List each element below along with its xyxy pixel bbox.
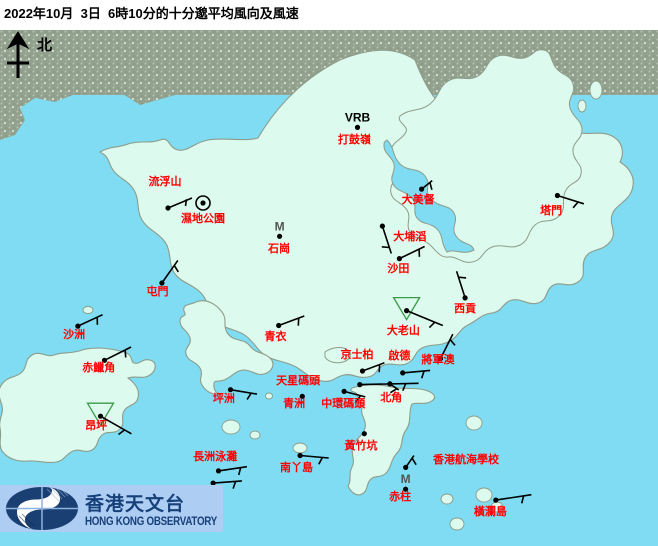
svg-text:VRB: VRB <box>345 110 371 124</box>
svg-text:濕地公園: 濕地公園 <box>181 211 225 225</box>
svg-text:啟德: 啟德 <box>388 348 410 362</box>
svg-text:香港天文台: 香港天文台 <box>84 492 185 515</box>
svg-text:長洲泳灘: 長洲泳灘 <box>193 449 237 463</box>
svg-text:打鼓嶺: 打鼓嶺 <box>338 132 371 146</box>
svg-text:沙洲: 沙洲 <box>63 328 85 341</box>
svg-text:大美督: 大美督 <box>402 192 435 206</box>
svg-text:北角: 北角 <box>380 390 402 404</box>
svg-text:北: 北 <box>37 37 52 54</box>
svg-text:黃竹坑: 黃竹坑 <box>344 438 378 452</box>
svg-text:屯門: 屯門 <box>147 284 169 298</box>
svg-text:M: M <box>275 219 285 233</box>
svg-text:M: M <box>401 472 411 486</box>
svg-text:將軍澳: 將軍澳 <box>422 352 456 366</box>
svg-text:大老山: 大老山 <box>387 323 420 337</box>
svg-text:HONG KONG OBSERVATORY: HONG KONG OBSERVATORY <box>85 516 218 528</box>
svg-text:天星碼頭: 天星碼頭 <box>276 374 321 387</box>
svg-text:西貢: 西貢 <box>454 302 476 315</box>
svg-text:沙田: 沙田 <box>387 262 409 275</box>
svg-text:橫瀾島: 橫瀾島 <box>474 504 507 518</box>
svg-text:中環碼頭: 中環碼頭 <box>321 396 366 410</box>
svg-text:京士柏: 京士柏 <box>341 347 374 361</box>
svg-text:青衣: 青衣 <box>265 329 288 343</box>
svg-text:香港航海學校: 香港航海學校 <box>432 452 500 466</box>
svg-text:昂坪: 昂坪 <box>85 419 107 432</box>
svg-text:南丫島: 南丫島 <box>280 460 313 474</box>
svg-text:青洲: 青洲 <box>283 396 305 410</box>
svg-text:石崗: 石崗 <box>267 241 290 255</box>
svg-text:赤鱲角: 赤鱲角 <box>82 360 115 374</box>
svg-text:坪洲: 坪洲 <box>213 392 235 405</box>
svg-text:流浮山: 流浮山 <box>149 174 182 188</box>
svg-text:赤柱: 赤柱 <box>389 489 411 503</box>
svg-text:大埔滔: 大埔滔 <box>393 229 426 243</box>
svg-text:塔門: 塔門 <box>540 203 562 217</box>
